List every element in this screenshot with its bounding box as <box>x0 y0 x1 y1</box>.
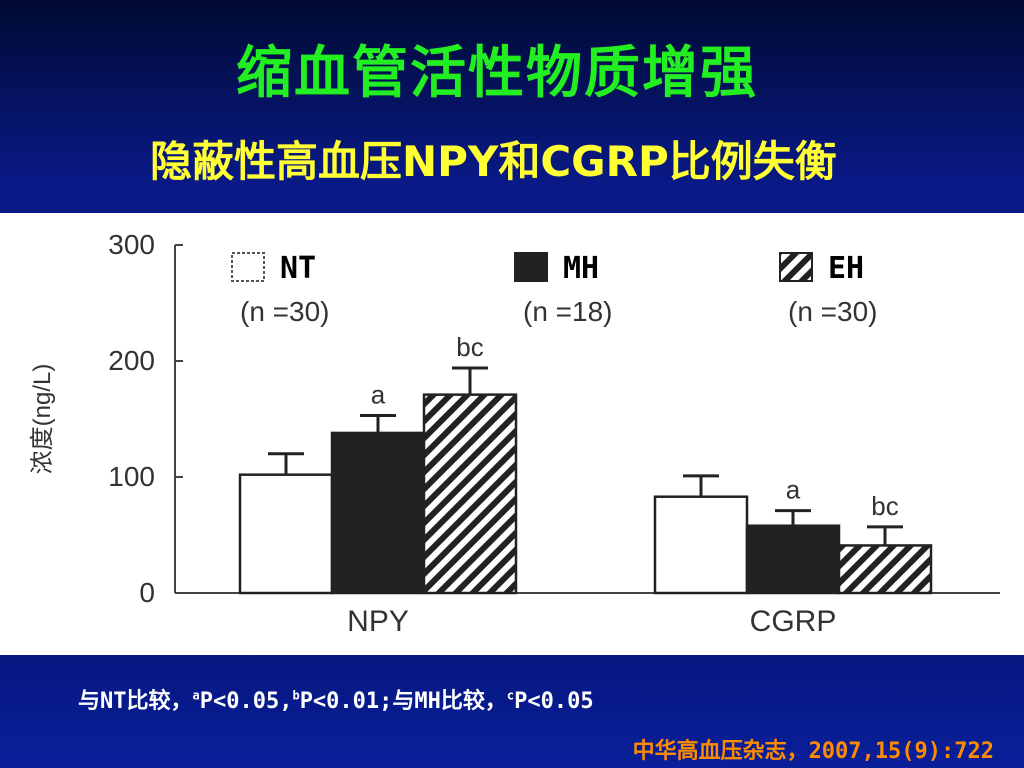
footnote-b-sup: b <box>292 688 300 703</box>
bar-NT-CGRP <box>653 495 749 595</box>
legend-n-NT: (n =30) <box>240 296 330 327</box>
footnote-b-text: P<0.01;与MH比较， <box>299 689 507 714</box>
legend-n-MH: (n =18) <box>523 296 613 327</box>
slide-subtitle: 隐蔽性高血压NPY和CGRP比例失衡 <box>150 137 837 186</box>
y-tick-label: 100 <box>108 461 155 492</box>
y-tick-label: 300 <box>108 229 155 260</box>
significance-label: bc <box>871 491 898 521</box>
slide-title: 缩血管活性物质增强 <box>236 41 758 106</box>
significance-label: a <box>786 475 801 505</box>
footnote-a-text: P<0.05, <box>199 689 293 714</box>
bar-chart: 0 100 200 300 浓度(ng/L) NPY CGRP a bc a bc NT (n =3… <box>29 229 1000 638</box>
y-axis-label: 浓度(ng/L) <box>29 364 56 475</box>
bar-NT-NPY <box>238 473 334 595</box>
bar-MH-CGRP <box>745 524 841 595</box>
legend-label-NT: NT <box>280 251 316 286</box>
bar-EH-CGRP <box>837 544 933 595</box>
chart-panel: 0 100 200 300 浓度(ng/L) NPY CGRP a bc a bc NT (n =3… <box>0 213 1024 655</box>
legend-swatch-EH <box>779 252 813 282</box>
y-tick-label: 0 <box>139 577 155 608</box>
significance-footnote: 与NT比较，aP<0.05,bP<0.01;与MH比较，cP<0.05 <box>78 683 594 715</box>
footnote-c-sup: c <box>506 688 515 703</box>
legend-swatch-MH <box>514 252 548 282</box>
bar-MH-NPY <box>330 431 426 595</box>
significance-label: a <box>371 380 386 410</box>
source-citation: 中华高血压杂志，2007,15(9):722 <box>632 739 994 764</box>
footnote-a-sup: a <box>192 688 200 703</box>
x-category-label: CGRP <box>750 605 837 638</box>
legend-n-EH: (n =30) <box>788 296 878 327</box>
legend-label-MH: MH <box>563 251 599 286</box>
footnote-c-text: P<0.05 <box>514 689 594 714</box>
significance-label: bc <box>456 332 483 362</box>
y-tick-label: 200 <box>108 345 155 376</box>
footnote-prefix: 与NT比较， <box>78 689 193 714</box>
bar-EH-NPY <box>422 393 518 595</box>
legend-label-EH: EH <box>828 251 864 286</box>
x-category-label: NPY <box>347 605 409 638</box>
legend-swatch-NT <box>231 252 265 282</box>
